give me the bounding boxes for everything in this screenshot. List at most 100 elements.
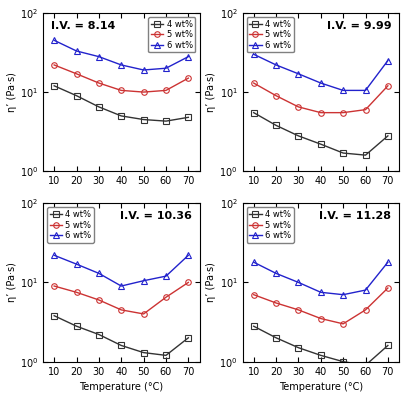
Text: I.V. = 9.99: I.V. = 9.99	[326, 21, 390, 31]
6 wt%	[96, 271, 101, 276]
4 wt%	[163, 353, 168, 358]
5 wt%	[74, 290, 79, 295]
4 wt%	[74, 93, 79, 98]
Line: 4 wt%: 4 wt%	[250, 324, 390, 368]
5 wt%	[318, 110, 322, 115]
4 wt%	[340, 151, 345, 156]
5 wt%	[141, 312, 146, 316]
6 wt%	[318, 81, 322, 85]
5 wt%	[295, 105, 300, 109]
6 wt%	[51, 38, 56, 43]
4 wt%	[384, 343, 389, 348]
6 wt%	[141, 67, 146, 72]
4 wt%	[251, 110, 256, 115]
6 wt%	[273, 271, 278, 276]
6 wt%	[295, 280, 300, 285]
4 wt%	[362, 153, 367, 158]
6 wt%	[384, 260, 389, 265]
5 wt%	[251, 81, 256, 85]
6 wt%	[384, 58, 389, 63]
X-axis label: Temperature (°C): Temperature (°C)	[79, 382, 163, 392]
5 wt%	[384, 83, 389, 88]
4 wt%	[295, 134, 300, 138]
4 wt%	[119, 343, 124, 348]
5 wt%	[51, 284, 56, 288]
5 wt%	[119, 88, 124, 93]
6 wt%	[185, 253, 190, 258]
6 wt%	[340, 292, 345, 297]
5 wt%	[119, 308, 124, 312]
5 wt%	[273, 93, 278, 98]
4 wt%	[119, 114, 124, 119]
Line: 4 wt%: 4 wt%	[51, 83, 191, 124]
Y-axis label: η’ (Pa·s): η’ (Pa·s)	[7, 72, 17, 112]
Legend: 4 wt%, 5 wt%, 6 wt%: 4 wt%, 5 wt%, 6 wt%	[148, 17, 195, 52]
5 wt%	[141, 90, 146, 95]
Y-axis label: η’ (Pa·s): η’ (Pa·s)	[7, 263, 17, 302]
Line: 5 wt%: 5 wt%	[51, 280, 191, 317]
6 wt%	[362, 288, 367, 292]
Line: 5 wt%: 5 wt%	[51, 62, 191, 95]
5 wt%	[340, 322, 345, 326]
5 wt%	[96, 81, 101, 85]
Text: I.V. = 10.36: I.V. = 10.36	[119, 211, 191, 221]
Line: 6 wt%: 6 wt%	[250, 51, 390, 93]
5 wt%	[163, 295, 168, 300]
Line: 4 wt%: 4 wt%	[51, 313, 191, 358]
Line: 6 wt%: 6 wt%	[250, 259, 390, 298]
4 wt%	[340, 359, 345, 364]
Line: 6 wt%: 6 wt%	[51, 38, 191, 73]
4 wt%	[163, 119, 168, 124]
Line: 5 wt%: 5 wt%	[250, 285, 390, 327]
6 wt%	[273, 63, 278, 67]
4 wt%	[295, 345, 300, 350]
4 wt%	[141, 117, 146, 122]
4 wt%	[51, 83, 56, 88]
6 wt%	[163, 274, 168, 279]
Line: 4 wt%: 4 wt%	[250, 110, 390, 158]
4 wt%	[96, 105, 101, 109]
6 wt%	[74, 49, 79, 53]
5 wt%	[96, 298, 101, 302]
6 wt%	[185, 54, 190, 59]
Text: I.V. = 8.14: I.V. = 8.14	[51, 21, 115, 31]
5 wt%	[362, 107, 367, 112]
5 wt%	[273, 300, 278, 305]
6 wt%	[251, 260, 256, 265]
6 wt%	[163, 66, 168, 71]
4 wt%	[273, 336, 278, 340]
Legend: 4 wt%, 5 wt%, 6 wt%: 4 wt%, 5 wt%, 6 wt%	[246, 17, 293, 52]
6 wt%	[119, 284, 124, 288]
4 wt%	[384, 134, 389, 138]
5 wt%	[251, 292, 256, 297]
4 wt%	[273, 123, 278, 128]
6 wt%	[251, 52, 256, 57]
4 wt%	[185, 115, 190, 120]
4 wt%	[362, 363, 367, 367]
5 wt%	[362, 308, 367, 312]
5 wt%	[185, 280, 190, 285]
5 wt%	[384, 286, 389, 290]
6 wt%	[74, 262, 79, 267]
5 wt%	[295, 308, 300, 312]
6 wt%	[141, 279, 146, 283]
Legend: 4 wt%, 5 wt%, 6 wt%: 4 wt%, 5 wt%, 6 wt%	[246, 207, 293, 243]
Y-axis label: η’ (Pa·s): η’ (Pa·s)	[206, 263, 216, 302]
4 wt%	[318, 353, 322, 358]
5 wt%	[163, 88, 168, 93]
5 wt%	[340, 110, 345, 115]
4 wt%	[51, 313, 56, 318]
Text: I.V. = 11.28: I.V. = 11.28	[318, 211, 390, 221]
5 wt%	[185, 76, 190, 81]
Y-axis label: η’ (Pa·s): η’ (Pa·s)	[206, 72, 216, 112]
Line: 6 wt%: 6 wt%	[51, 253, 191, 289]
Legend: 4 wt%, 5 wt%, 6 wt%: 4 wt%, 5 wt%, 6 wt%	[47, 207, 94, 243]
4 wt%	[251, 324, 256, 329]
6 wt%	[362, 88, 367, 93]
4 wt%	[74, 324, 79, 329]
4 wt%	[141, 350, 146, 355]
6 wt%	[51, 253, 56, 258]
X-axis label: Temperature (°C): Temperature (°C)	[278, 382, 362, 392]
4 wt%	[185, 336, 190, 340]
5 wt%	[318, 316, 322, 321]
